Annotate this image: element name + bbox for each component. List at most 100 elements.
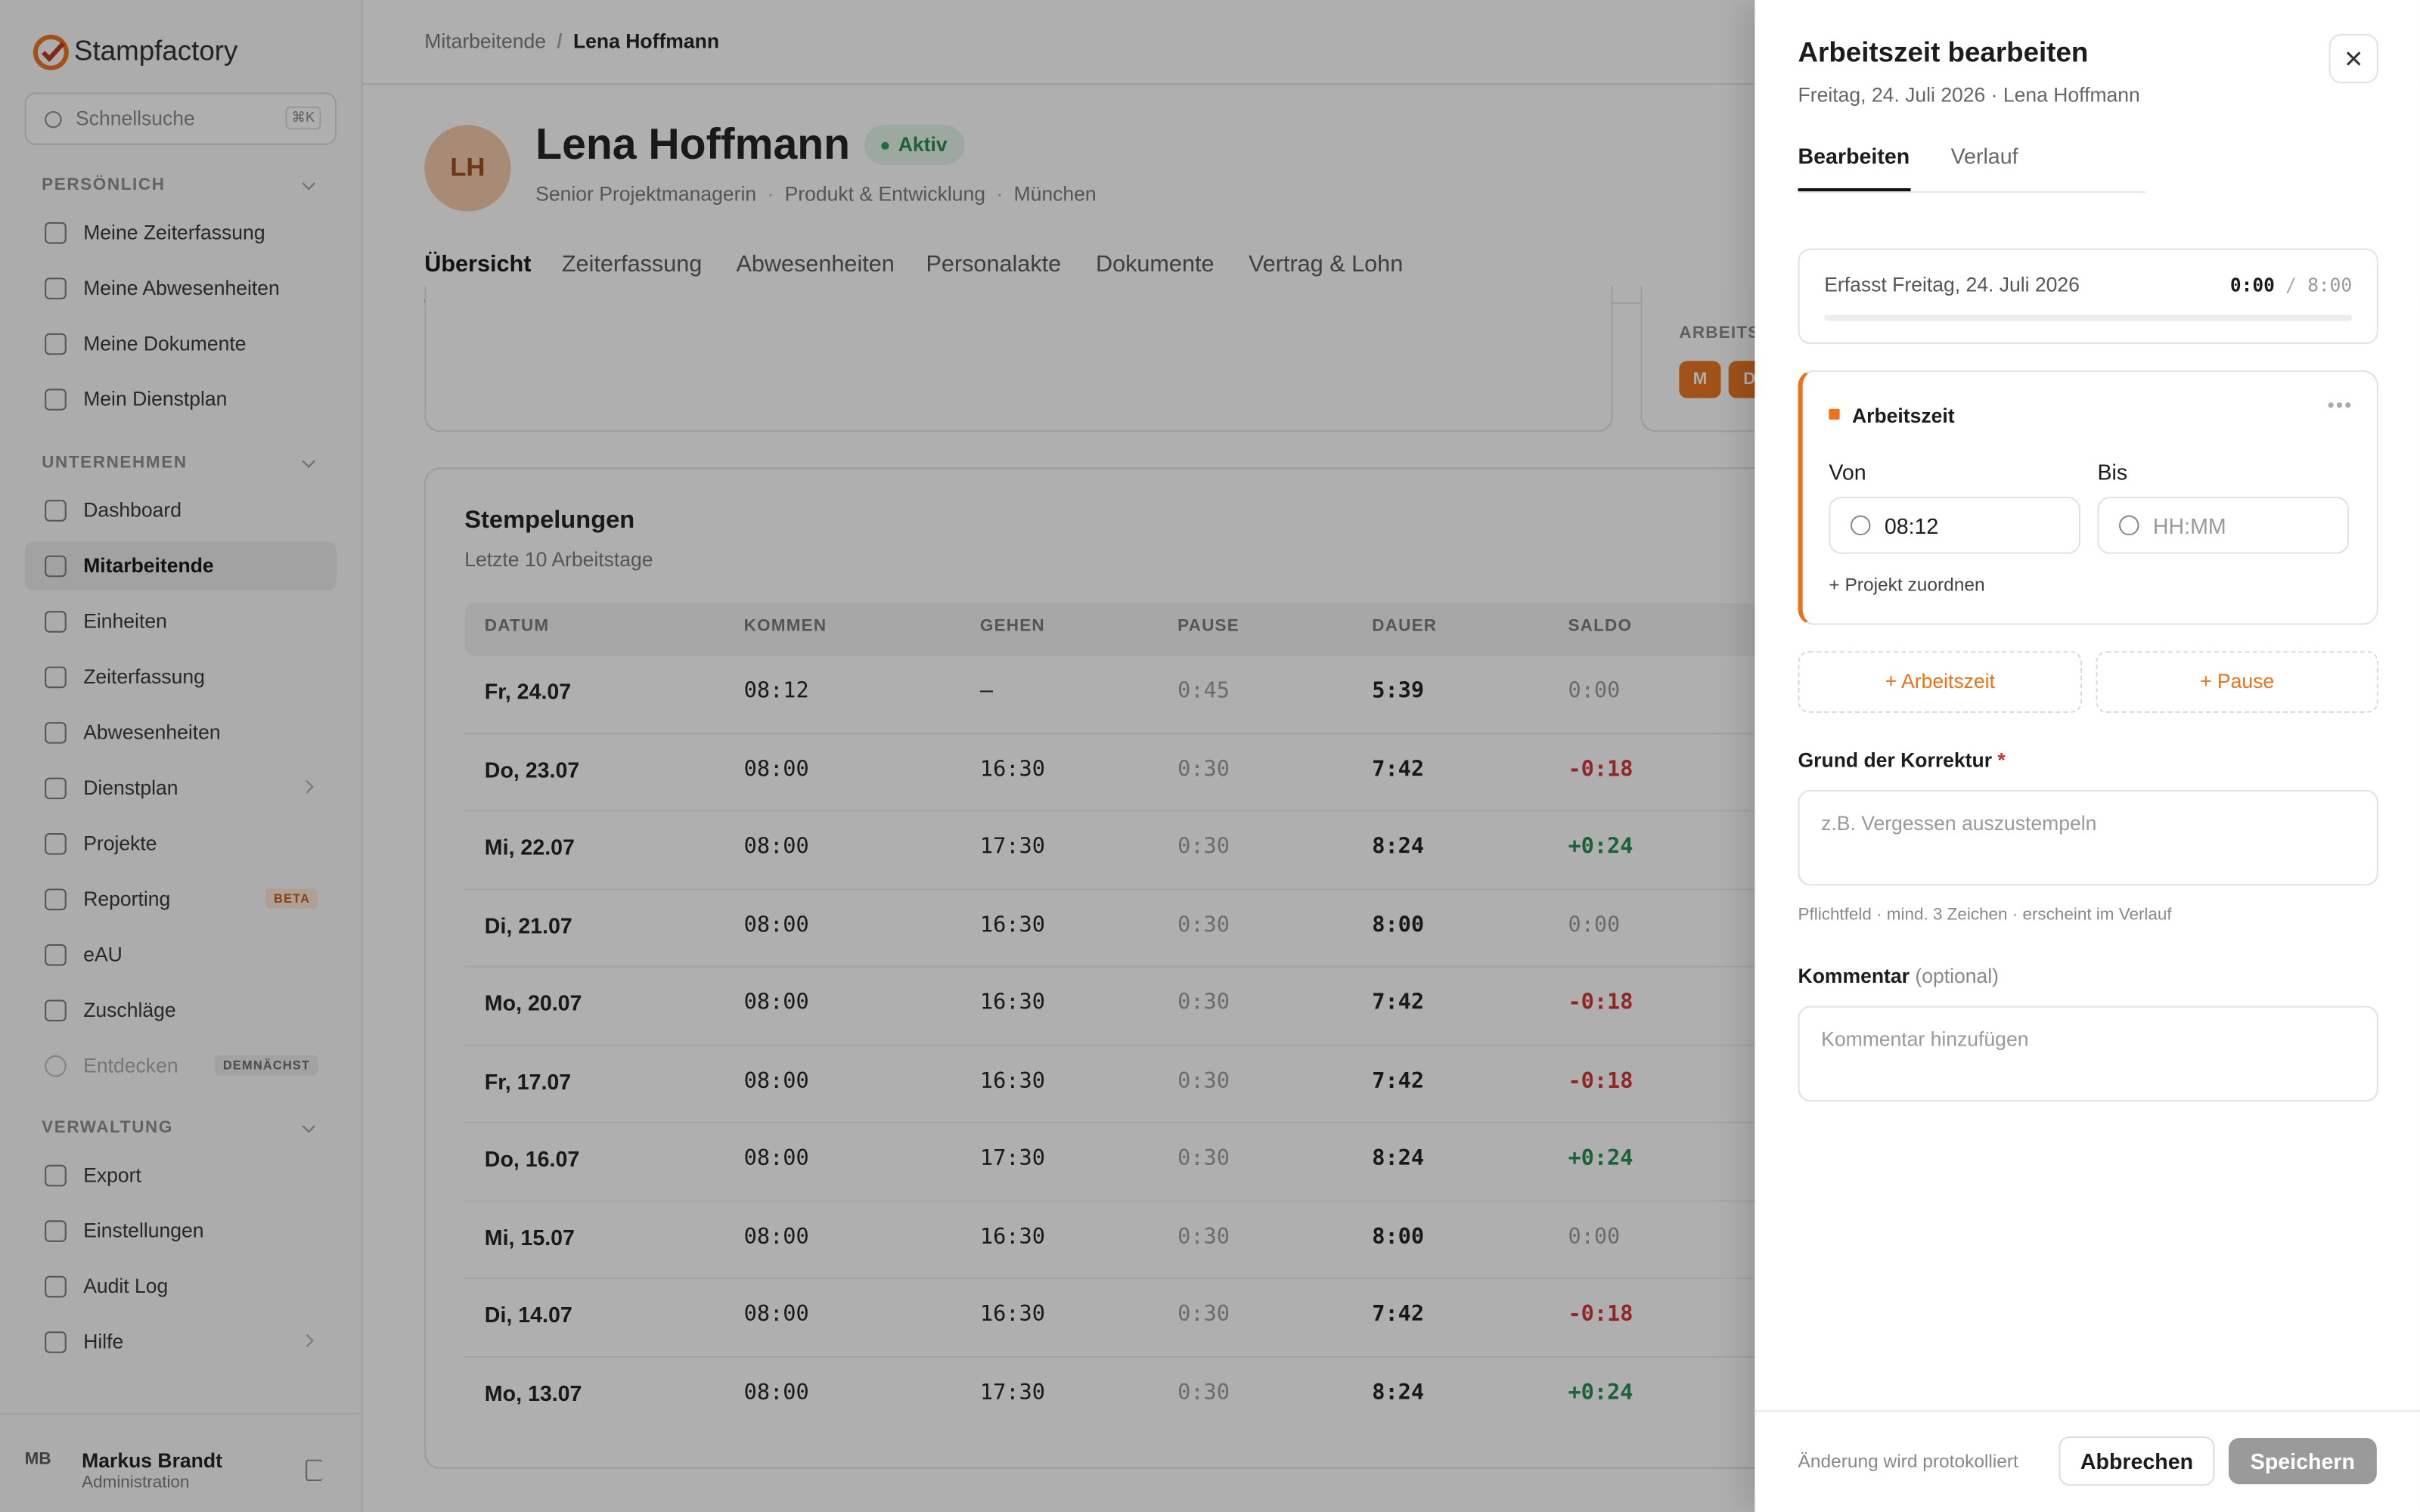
- column-header: PAUSE: [1177, 617, 1239, 636]
- search[interactable]: Schnellsuche ⌘K: [24, 92, 337, 145]
- nav-item[interactable]: Mein Dienstplan: [25, 375, 337, 424]
- project-link[interactable]: + Projekt zuordnen: [1829, 574, 1985, 596]
- cancel-button[interactable]: Abbrechen: [2059, 1436, 2215, 1486]
- from-input[interactable]: 08:12: [1829, 497, 2080, 554]
- tab-underline: [1798, 187, 1911, 192]
- cell: 0:30: [1177, 912, 1230, 937]
- cell: Mo, 20.07: [484, 990, 582, 1015]
- search-placeholder: Schnellsuche: [75, 106, 195, 130]
- cell: 8:24: [1372, 835, 1425, 860]
- tab[interactable]: Dokumente: [1095, 251, 1215, 278]
- row-divider: [464, 1043, 1813, 1046]
- nav-item[interactable]: Meine Abwesenheiten: [25, 264, 337, 313]
- row-divider: [464, 1355, 1813, 1357]
- tab[interactable]: Zeiterfassung: [561, 251, 703, 278]
- dot: [881, 141, 889, 150]
- sidebar: Stampfactory Schnellsuche ⌘K PERSÖNLICH M…: [0, 0, 363, 1512]
- table-card: Stempelungen Letzte 10 Arbeitstage: [424, 467, 1817, 1469]
- cell: -0:18: [1568, 1068, 1634, 1093]
- cell: 0:30: [1177, 757, 1230, 782]
- cell: 0:30: [1177, 1380, 1230, 1405]
- meta-item: Senior Projektmanagerin: [535, 181, 757, 206]
- nav-item[interactable]: Zeiterfassung: [25, 652, 337, 702]
- nav-item[interactable]: Einstellungen: [25, 1207, 337, 1256]
- nav-icon: [45, 1331, 67, 1353]
- nav-icon: [45, 555, 67, 578]
- logo: [33, 34, 69, 70]
- cell: 16:30: [979, 990, 1045, 1015]
- divider: [362, 83, 2420, 85]
- nav-item[interactable]: Meine Zeiterfassung: [25, 209, 337, 258]
- nav-item[interactable]: Meine Dokumente: [25, 319, 337, 368]
- nav-item[interactable]: eAU: [25, 931, 337, 980]
- nav-item[interactable]: Einheiten: [25, 597, 337, 646]
- drawer: Arbeitszeit bearbeiten Freitag, 24. Juli…: [1754, 0, 2420, 1512]
- nav-item[interactable]: Dienstplan: [25, 764, 337, 813]
- cell: 8:00: [1372, 1224, 1425, 1250]
- more[interactable]: •••: [2327, 393, 2353, 417]
- tab[interactable]: Personalakte: [926, 251, 1062, 278]
- recorded: 0:00: [2229, 274, 2275, 296]
- row-divider: [464, 1121, 1813, 1123]
- nav-icon: [45, 277, 67, 299]
- nav-item[interactable]: Reporting BETA: [25, 875, 337, 924]
- tab[interactable]: Verlauf: [1950, 143, 2018, 169]
- nav-item[interactable]: Abwesenheiten: [25, 708, 337, 758]
- cell: 0:45: [1177, 678, 1230, 704]
- cell: 0:30: [1177, 1302, 1230, 1328]
- nav-label: Projekte: [83, 831, 157, 855]
- crumb: Lena Hoffmann: [546, 29, 719, 53]
- logout[interactable]: [306, 1459, 323, 1482]
- crumb[interactable]: Mitarbeitende: [424, 29, 546, 53]
- nav-icon: [45, 500, 67, 522]
- summary-label: Erfasst Freitag, 24. Juli 2026: [1824, 273, 2080, 296]
- cell: 08:00: [743, 1224, 809, 1250]
- nav-label: Dashboard: [83, 498, 182, 522]
- cell: 17:30: [979, 835, 1045, 860]
- tab[interactable]: Bearbeiten: [1798, 143, 1910, 169]
- cell: 7:42: [1372, 757, 1425, 782]
- tab[interactable]: Vertrag & Lohn: [1249, 251, 1404, 278]
- cell: 7:42: [1372, 1068, 1425, 1093]
- cell: 5:39: [1372, 678, 1425, 704]
- required: *: [1997, 748, 2006, 772]
- nav-item[interactable]: Hilfe: [25, 1318, 337, 1367]
- column-header: GEHEN: [979, 617, 1045, 636]
- close-button[interactable]: [2328, 33, 2378, 84]
- cell: 0:00: [1568, 678, 1621, 704]
- tab[interactable]: Übersicht: [424, 251, 532, 278]
- nav-label: Dienstplan: [83, 776, 178, 800]
- nav-item[interactable]: Dashboard: [25, 486, 337, 535]
- tab[interactable]: Abwesenheiten: [736, 251, 895, 278]
- block-title: Arbeitszeit: [1851, 404, 1955, 428]
- cell: Di, 21.07: [484, 912, 572, 937]
- reason-input[interactable]: z.B. Vergessen auszustempeln: [1798, 789, 2378, 886]
- status: Aktiv: [898, 132, 948, 156]
- nav-item[interactable]: Zuschläge: [25, 986, 337, 1035]
- nav-item[interactable]: Export: [25, 1151, 337, 1200]
- cell: Fr, 17.07: [484, 1068, 572, 1093]
- comment-input[interactable]: Kommentar hinzufügen: [1798, 1005, 2378, 1102]
- nav-icon: [45, 1220, 67, 1242]
- nav-label: Meine Abwesenheiten: [83, 276, 280, 299]
- save-button[interactable]: Speichern: [2228, 1438, 2377, 1485]
- cell: 08:00: [743, 1068, 809, 1093]
- add-pause[interactable]: + Pause: [2096, 651, 2378, 713]
- nav-badge: BETA: [265, 888, 318, 909]
- cell: 08:12: [743, 678, 809, 704]
- nav-item[interactable]: Audit Log: [25, 1262, 337, 1311]
- cell: 0:30: [1177, 990, 1230, 1015]
- nav-label: Mein Dienstplan: [83, 387, 228, 411]
- nav-item[interactable]: Projekte: [25, 820, 337, 869]
- cell: 0:00: [1568, 912, 1621, 937]
- to-input[interactable]: HH:MM: [2097, 497, 2350, 554]
- cell: 16:30: [979, 757, 1045, 782]
- cell: -0:18: [1568, 990, 1634, 1015]
- cell: +0:24: [1568, 835, 1634, 860]
- brand: Stampfactory: [73, 35, 238, 67]
- close-icon: [2346, 51, 2361, 66]
- nav-item[interactable]: Mitarbeitende: [24, 541, 337, 591]
- add-work[interactable]: + Arbeitszeit: [1798, 651, 2083, 713]
- cell: 0:30: [1177, 1068, 1230, 1093]
